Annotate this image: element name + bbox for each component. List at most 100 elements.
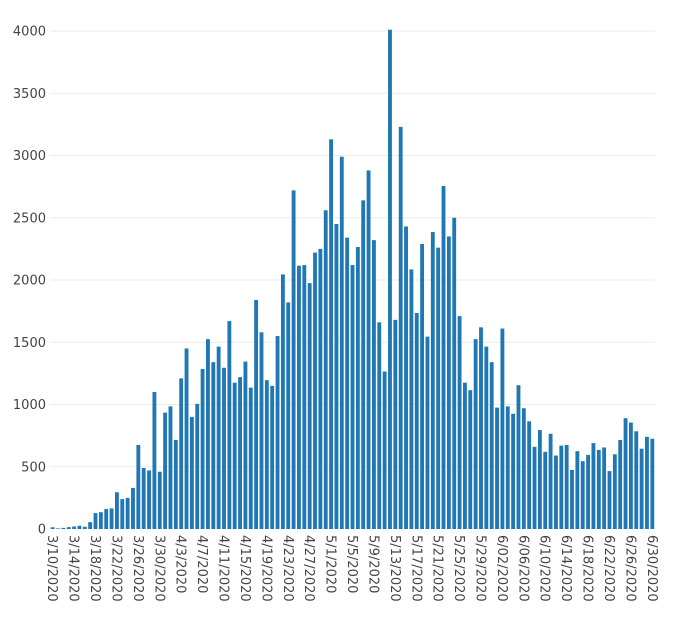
bar[interactable] (297, 265, 301, 529)
bar[interactable] (511, 413, 516, 529)
bar[interactable] (463, 382, 467, 529)
bar[interactable] (575, 451, 580, 529)
bar[interactable] (141, 468, 146, 529)
bar[interactable] (580, 461, 585, 529)
bar[interactable] (371, 240, 376, 529)
bar[interactable] (98, 512, 103, 529)
bar[interactable] (61, 527, 66, 529)
bar[interactable] (361, 200, 366, 529)
bar[interactable] (532, 446, 537, 529)
bar[interactable] (200, 369, 205, 529)
bar[interactable] (537, 430, 542, 529)
bar[interactable] (168, 406, 173, 529)
bar[interactable] (238, 377, 242, 529)
bar[interactable] (484, 346, 489, 529)
bar[interactable] (564, 444, 569, 529)
bar[interactable] (275, 336, 280, 529)
bar[interactable] (398, 126, 403, 530)
bar[interactable] (446, 236, 451, 529)
bar[interactable] (628, 422, 633, 529)
bar[interactable] (93, 513, 98, 529)
bar[interactable] (302, 265, 307, 529)
bar[interactable] (72, 526, 77, 529)
bar[interactable] (179, 378, 184, 529)
bar[interactable] (254, 299, 259, 529)
bar[interactable] (430, 232, 435, 529)
bar[interactable] (232, 382, 237, 529)
bar[interactable] (206, 339, 210, 529)
bar[interactable] (355, 247, 360, 529)
bar[interactable] (136, 444, 141, 529)
bar[interactable] (468, 390, 473, 529)
bar[interactable] (323, 210, 328, 529)
bar[interactable] (596, 449, 601, 529)
bar[interactable] (623, 418, 628, 529)
bar[interactable] (120, 499, 125, 529)
bar[interactable] (441, 186, 446, 529)
bar[interactable] (521, 408, 526, 529)
bar[interactable] (88, 522, 93, 529)
bar[interactable] (505, 406, 510, 529)
bar[interactable] (248, 387, 253, 529)
bar[interactable] (173, 439, 178, 529)
bar[interactable] (473, 339, 478, 529)
bar[interactable] (634, 431, 639, 529)
bar[interactable] (639, 448, 644, 529)
bar[interactable] (243, 361, 248, 529)
bar[interactable] (109, 508, 114, 529)
bar[interactable] (618, 439, 623, 529)
bar[interactable] (131, 487, 135, 529)
bar[interactable] (280, 274, 285, 529)
bar[interactable] (291, 190, 296, 530)
bar[interactable] (570, 469, 574, 529)
bar[interactable] (366, 170, 371, 529)
bar[interactable] (543, 451, 548, 529)
bar[interactable] (227, 321, 232, 529)
bar[interactable] (527, 421, 532, 529)
bar[interactable] (147, 470, 151, 529)
bar[interactable] (115, 492, 119, 529)
bar[interactable] (479, 327, 483, 529)
bar[interactable] (264, 380, 269, 529)
bar[interactable] (222, 367, 226, 529)
bar[interactable] (152, 392, 157, 529)
bar[interactable] (216, 346, 221, 529)
bar[interactable] (586, 454, 590, 529)
bar[interactable] (452, 217, 457, 529)
bar[interactable] (350, 265, 355, 529)
bar[interactable] (425, 336, 430, 529)
bar[interactable] (489, 362, 494, 529)
bar[interactable] (591, 443, 596, 529)
bar[interactable] (184, 348, 189, 529)
bar[interactable] (382, 371, 387, 529)
bar[interactable] (457, 316, 462, 529)
bar[interactable] (211, 362, 216, 529)
bar[interactable] (56, 528, 60, 529)
bar[interactable] (388, 29, 392, 529)
bar[interactable] (125, 497, 130, 530)
bar[interactable] (420, 243, 425, 529)
bar[interactable] (313, 252, 317, 530)
bar[interactable] (607, 471, 612, 529)
bar[interactable] (436, 247, 441, 529)
bar[interactable] (334, 223, 339, 530)
bar[interactable] (495, 407, 499, 529)
bar[interactable] (645, 436, 649, 529)
bar[interactable] (50, 527, 55, 529)
bar[interactable] (104, 509, 109, 529)
bar[interactable] (270, 385, 275, 529)
bar[interactable] (650, 438, 655, 529)
bar[interactable] (414, 312, 419, 529)
bar[interactable] (77, 525, 82, 529)
bar[interactable] (82, 526, 87, 529)
bar[interactable] (554, 455, 558, 529)
bar[interactable] (548, 433, 553, 529)
bar[interactable] (602, 447, 607, 529)
bar[interactable] (339, 156, 344, 529)
bar[interactable] (189, 416, 194, 529)
bar[interactable] (345, 237, 350, 530)
bar[interactable] (377, 322, 382, 529)
bar[interactable] (516, 385, 521, 529)
bar[interactable] (500, 328, 505, 529)
bar[interactable] (307, 283, 312, 529)
